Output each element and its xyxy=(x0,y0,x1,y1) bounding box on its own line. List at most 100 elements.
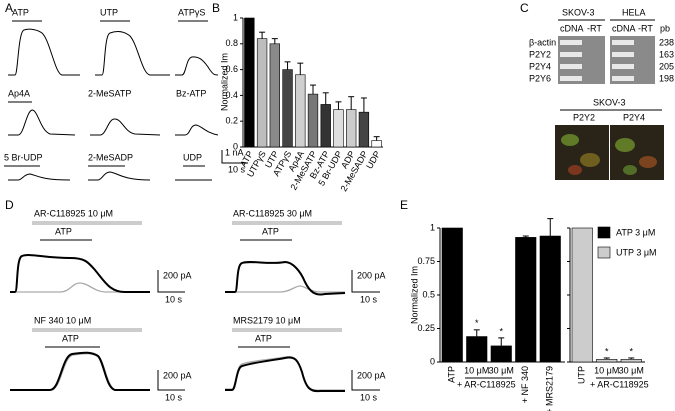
x-tick-label: + NF 340 xyxy=(520,366,530,403)
legend-label: UTP 3 μM xyxy=(616,247,657,257)
current-trace xyxy=(88,171,151,181)
x-tick-label: UDP xyxy=(364,149,382,170)
trace-label: 2-MeSATP xyxy=(88,88,131,98)
y-axis-title: Normalized Im xyxy=(219,53,229,111)
scale-bar xyxy=(157,270,185,293)
micrograph xyxy=(610,125,664,180)
scale-label: 10 s xyxy=(228,164,246,174)
x-tick-label: 30 μM xyxy=(619,365,644,375)
significance: * xyxy=(605,346,609,356)
drug-label: MRS2179 10 μM xyxy=(233,315,301,325)
current-trace xyxy=(225,260,346,296)
current-trace xyxy=(225,355,345,391)
panel-d: AR-C118925 10 μM ATP 200 pA 10 s AR-C118… xyxy=(10,208,386,402)
trace-label: 5 Br-UDP xyxy=(4,152,43,162)
panel-label: D xyxy=(5,198,14,212)
trace-label: Ap4A xyxy=(8,88,30,98)
panel-label: E xyxy=(400,198,408,212)
gene-label: P2Y6 xyxy=(529,73,551,83)
bar xyxy=(371,140,382,148)
significance: * xyxy=(475,318,479,328)
trace-label: 2-MeSADP xyxy=(88,152,133,162)
significance: * xyxy=(499,326,503,336)
current-trace xyxy=(225,285,345,293)
lane-label: cDNA xyxy=(560,23,584,33)
scale-label: 1 nA xyxy=(225,147,244,157)
current-trace xyxy=(10,351,150,391)
trace-label: ATP xyxy=(12,7,29,17)
bar xyxy=(320,104,331,148)
panel-c: SKOV-3 HELA cDNA -RT cDNA -RT pb β-actin… xyxy=(529,7,674,180)
drug-label: AR-C118925 10 μM xyxy=(34,208,113,218)
current-trace xyxy=(8,28,80,76)
bar xyxy=(346,109,357,148)
bar xyxy=(571,227,593,363)
scale-label: 200 pA xyxy=(357,370,386,380)
agonist-label: ATP xyxy=(62,333,79,343)
bar xyxy=(515,237,537,363)
current-trace xyxy=(175,124,219,136)
bar xyxy=(282,69,293,148)
image-label: P2Y2 xyxy=(573,112,595,122)
bar xyxy=(490,345,512,363)
scale-label: 10 s xyxy=(165,392,183,402)
panel-label: C xyxy=(520,1,529,15)
scale-bar xyxy=(157,370,185,391)
current-trace xyxy=(10,282,150,293)
y-tick-label: 0.25 xyxy=(417,323,435,333)
micrograph xyxy=(555,125,609,180)
current-trace xyxy=(95,31,170,76)
x-tick-label: + MRS2179 xyxy=(545,366,555,411)
bar xyxy=(269,43,280,148)
legend-swatch xyxy=(597,246,611,259)
scale-bar xyxy=(351,270,380,293)
current-trace xyxy=(225,356,345,393)
y-tick-label: 0.75 xyxy=(417,256,435,266)
cell-line: SKOV-3 xyxy=(562,7,595,17)
current-trace xyxy=(8,173,71,181)
drug-label: AR-C118925 30 μM xyxy=(233,208,312,218)
y-tick-label: 0 xyxy=(233,141,238,151)
trace-label: Bz-ATP xyxy=(176,88,206,98)
bar xyxy=(466,336,488,363)
scale-bar xyxy=(221,150,248,164)
trace-label: ATPγS xyxy=(178,7,205,17)
cell-line: HELA xyxy=(622,7,646,17)
trace-label: UDP xyxy=(183,152,202,162)
panel-label: B xyxy=(212,1,220,15)
y-tick-label: 0.6 xyxy=(225,64,238,74)
bar xyxy=(441,227,463,363)
image-label: P2Y4 xyxy=(623,112,645,122)
size-label: 198 xyxy=(659,73,674,83)
bar xyxy=(256,38,268,148)
group-label: + AR-C118925 xyxy=(457,379,516,389)
trace-label: UTP xyxy=(100,7,118,17)
gene-label: β-actin xyxy=(529,37,556,47)
lane-label: -RT xyxy=(638,23,653,33)
bar xyxy=(244,17,255,148)
agonist-label: ATP xyxy=(55,226,72,236)
legend-label: ATP 3 μM xyxy=(616,227,655,237)
bar xyxy=(295,74,306,148)
y-tick-label: 0.8 xyxy=(225,38,238,48)
y-tick-label: 0.2 xyxy=(225,116,238,126)
y-tick-label: 0 xyxy=(430,356,435,366)
cells xyxy=(561,134,657,175)
current-trace xyxy=(8,109,76,136)
scale-label: 200 pA xyxy=(163,270,192,280)
size-label: 238 xyxy=(659,37,674,47)
panel-a: ATP UTP ATPγS Ap4A 2-MeSATP Bz-ATP 5 Br-… xyxy=(4,7,248,181)
image-title: SKOV-3 xyxy=(593,97,626,107)
group-label: + AR-C118925 xyxy=(590,379,649,389)
y-tick-label: 1 xyxy=(233,12,238,22)
scale-label: 200 pA xyxy=(163,370,192,380)
lane-label: cDNA xyxy=(612,23,636,33)
bar xyxy=(620,359,642,363)
significance: * xyxy=(629,346,633,356)
size-label: 205 xyxy=(659,61,674,71)
bar xyxy=(539,235,561,363)
x-tick-label: UTP xyxy=(577,366,587,384)
scale-label: 10 s xyxy=(360,294,378,304)
current-trace xyxy=(90,118,161,136)
